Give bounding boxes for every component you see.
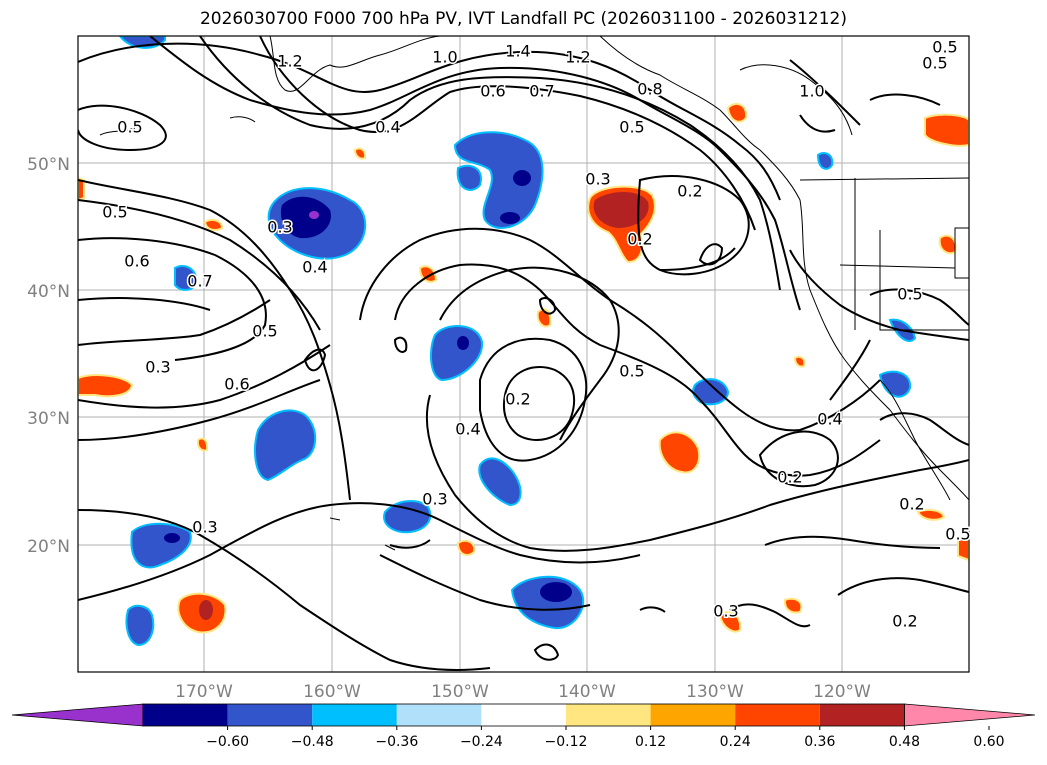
- lat-label-20n: 20°N: [27, 537, 70, 557]
- colorbar-tick-label: 0.12: [635, 734, 666, 750]
- contour-label: 1.2: [277, 52, 302, 71]
- lon-label-160w: 160°W: [303, 682, 361, 702]
- contour-label: 0.5: [102, 203, 127, 222]
- contour-label: 0.3: [585, 170, 610, 189]
- contour-label: 1.0: [432, 48, 457, 67]
- contour-label: 0.5: [117, 118, 142, 137]
- lat-label-40n: 40°N: [27, 282, 70, 302]
- colorbar-extend-high: [904, 703, 1036, 727]
- contour-label: 0.4: [817, 410, 842, 429]
- contour-label: 0.7: [529, 82, 554, 101]
- lon-label-120w: 120°W: [813, 682, 871, 702]
- lon-labels: 170°W 160°W 150°W 140°W 130°W 120°W: [175, 682, 871, 702]
- lon-label-140w: 140°W: [558, 682, 616, 702]
- contour-label: 0.2: [677, 182, 702, 201]
- map-content: [78, 36, 969, 672]
- colorbar-segment: [227, 704, 313, 726]
- colorbar-tick-label: 0.60: [973, 734, 1004, 750]
- map-title: 2026030700 F000 700 hPa PV, IVT Landfall…: [199, 9, 847, 29]
- lon-label-130w: 130°W: [686, 682, 744, 702]
- contour-label: 0.3: [192, 518, 217, 537]
- colorbar-tick-label: 0.48: [889, 734, 920, 750]
- lat-label-30n: 30°N: [27, 409, 70, 429]
- contour-label: 0.6: [224, 375, 249, 394]
- colorbar-tick-label: −0.60: [206, 734, 249, 750]
- contour-label: 0.2: [627, 230, 652, 249]
- contour-label: 0.2: [892, 612, 917, 631]
- colorbar-segment: [650, 704, 736, 726]
- lat-labels: 20°N 30°N 40°N 50°N: [27, 155, 70, 557]
- colorbar-segment: [143, 704, 228, 726]
- colorbar-segment: [396, 704, 482, 726]
- contour-label: 0.2: [505, 390, 530, 409]
- contour-label: 0.3: [422, 490, 447, 509]
- colorbar: −0.60 −0.48 −0.36 −0.24 −0.12 0.12 0.24 0.36 0.4…: [11, 703, 1036, 750]
- colorbar-tick-label: −0.36: [375, 734, 418, 750]
- contour-label: 0.3: [267, 218, 292, 237]
- contour-labels: 1.2 1.0 1.4 1.20.6 0.7 0.8 1.00.5 0.50.50.40.50…: [101, 36, 972, 632]
- contour-label: 0.5: [922, 54, 947, 73]
- contour-label: 1.2: [565, 48, 590, 67]
- contour-label: 0.5: [945, 525, 970, 544]
- contour-label: 0.4: [302, 258, 327, 277]
- contour-label: 0.6: [480, 82, 505, 101]
- colorbar-tick-label: −0.12: [545, 734, 588, 750]
- contour-label: 0.7: [187, 272, 212, 291]
- lon-label-170w: 170°W: [175, 682, 233, 702]
- coastlines: [99, 36, 969, 551]
- colorbar-tick-label: −0.48: [291, 734, 334, 750]
- contour-label: 1.4: [505, 42, 530, 61]
- contour-label: 0.5: [619, 118, 644, 137]
- contour-label: 0.5: [897, 285, 922, 304]
- contour-label: 0.3: [145, 358, 170, 377]
- contour-label: 1.0: [799, 82, 824, 101]
- contour-label: 0.5: [252, 322, 277, 341]
- contour-label: 0.2: [899, 495, 924, 514]
- contour-label: 0.4: [375, 118, 400, 137]
- contour-label: 0.3: [713, 602, 738, 621]
- colorbar-outline: [142, 703, 905, 727]
- contour-label: 0.8: [637, 80, 662, 99]
- colorbar-tick-label: −0.24: [460, 734, 503, 750]
- colorbar-segment: [735, 704, 820, 726]
- contour-label: 0.5: [619, 362, 644, 381]
- colorbar-segment: [481, 704, 566, 726]
- contour-lines: [78, 36, 969, 671]
- colorbar-segment: [566, 704, 651, 726]
- contour-label: 0.4: [455, 420, 480, 439]
- contour-label: 0.2: [777, 468, 802, 487]
- map-frame: [77, 35, 970, 673]
- pv-negative-anomalies: [118, 36, 917, 647]
- contour-label: 0.6: [124, 252, 149, 271]
- lon-label-150w: 150°W: [431, 682, 489, 702]
- colorbar-segment: [819, 704, 905, 726]
- contour-label: 0.5: [932, 38, 957, 57]
- colorbar-tick-label: 0.24: [720, 734, 751, 750]
- colorbar-segment: [312, 704, 397, 726]
- lat-label-50n: 50°N: [27, 155, 70, 175]
- colorbar-tick-label: 0.36: [804, 734, 835, 750]
- colorbar-extend-low: [11, 703, 144, 727]
